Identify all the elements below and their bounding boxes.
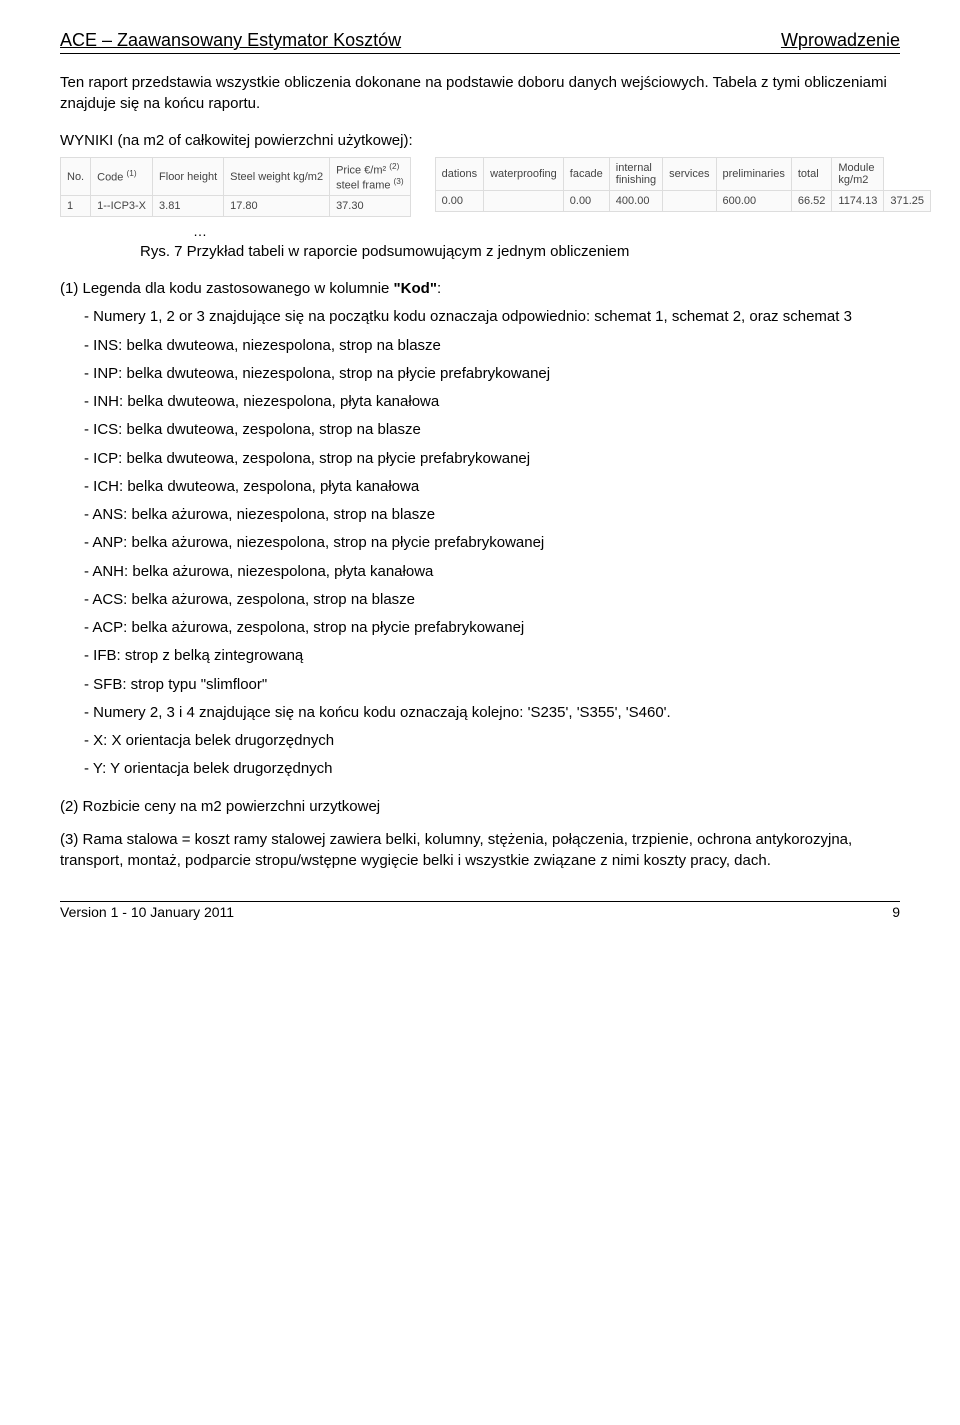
list-item: ACS: belka ażurowa, zespolona, strop na …: [84, 590, 900, 610]
list-item: IFB: strop z belką zintegrowaną: [84, 646, 900, 666]
th-internal: internal finishing: [609, 158, 662, 191]
list-item: Numery 1, 2 or 3 znajdujące się na począ…: [84, 307, 900, 327]
th-no: No.: [61, 158, 91, 196]
list-item: ICP: belka dwuteowa, zespolona, strop na…: [84, 449, 900, 469]
page-header: ACE – Zaawansowany Estymator Kosztów Wpr…: [60, 30, 900, 54]
ellipsis: …: [60, 223, 340, 239]
list-item: ANS: belka ażurowa, niezespolona, strop …: [84, 505, 900, 525]
th-steel: Steel weight kg/m2: [224, 158, 330, 196]
table-left: No. Code (1) Floor height Steel weight k…: [60, 157, 411, 217]
list-item: ICS: belka dwuteowa, zespolona, strop na…: [84, 420, 900, 440]
th-total: total: [791, 158, 832, 191]
results-heading: WYNIKI (na m2 of całkowitej powierzchni …: [60, 132, 900, 149]
header-right: Wprowadzenie: [781, 30, 900, 51]
footer-version: Version 1 - 10 January 2011: [60, 904, 234, 920]
list-item: ICH: belka dwuteowa, zespolona, płyta ka…: [84, 477, 900, 497]
legend-list: Numery 1, 2 or 3 znajdujące się na począ…: [60, 307, 900, 779]
list-item: INP: belka dwuteowa, niezespolona, strop…: [84, 364, 900, 384]
th-floor: Floor height: [153, 158, 224, 196]
list-item: ANP: belka ażurowa, niezespolona, strop …: [84, 533, 900, 553]
list-item: SFB: strop typu "slimfloor": [84, 675, 900, 695]
list-item: INS: belka dwuteowa, niezespolona, strop…: [84, 336, 900, 356]
note-2: (2) Rozbicie ceny na m2 powierzchni urzy…: [60, 796, 900, 817]
th-services: services: [663, 158, 716, 191]
th-price: Price €/m² (2)steel frame (3): [330, 158, 411, 196]
th-module: Modulekg/m2: [832, 158, 884, 191]
list-item: Y: Y orientacja belek drugorzędnych: [84, 759, 900, 779]
results-table-right: dations waterproofing facade internal fi…: [435, 157, 931, 212]
list-item: INH: belka dwuteowa, niezespolona, płyta…: [84, 392, 900, 412]
page-footer: Version 1 - 10 January 2011 9: [60, 901, 900, 920]
list-item: Numery 2, 3 i 4 znajdujące się na końcu …: [84, 703, 900, 723]
table-row: 1 1--ICP3-X 3.81 17.80 37.30: [61, 196, 411, 217]
intro-paragraph: Ten raport przedstawia wszystkie oblicze…: [60, 72, 900, 114]
th-waterproof: waterproofing: [484, 158, 564, 191]
figure-caption: Rys. 7 Przykład tabeli w raporcie podsum…: [140, 243, 900, 260]
th-facade: facade: [563, 158, 609, 191]
th-code: Code (1): [91, 158, 153, 196]
list-item: ACP: belka ażurowa, zespolona, strop na …: [84, 618, 900, 638]
table-row: 0.00 0.00 400.00 600.00 66.52 1174.13 37…: [435, 191, 930, 212]
results-table-wrap: No. Code (1) Floor height Steel weight k…: [60, 157, 900, 217]
legend-intro: (1) Legenda dla kodu zastosowanego w kol…: [60, 280, 900, 297]
header-left: ACE – Zaawansowany Estymator Kosztów: [60, 30, 401, 51]
list-item: X: X orientacja belek drugorzędnych: [84, 731, 900, 751]
table-right: dations waterproofing facade internal fi…: [435, 157, 931, 212]
note-3: (3) Rama stalowa = koszt ramy stalowej z…: [60, 829, 900, 871]
footer-page-number: 9: [892, 904, 900, 920]
th-prelim: preliminaries: [716, 158, 791, 191]
list-item: ANH: belka ażurowa, niezespolona, płyta …: [84, 562, 900, 582]
results-table-left: No. Code (1) Floor height Steel weight k…: [60, 157, 411, 217]
th-dations: dations: [435, 158, 483, 191]
